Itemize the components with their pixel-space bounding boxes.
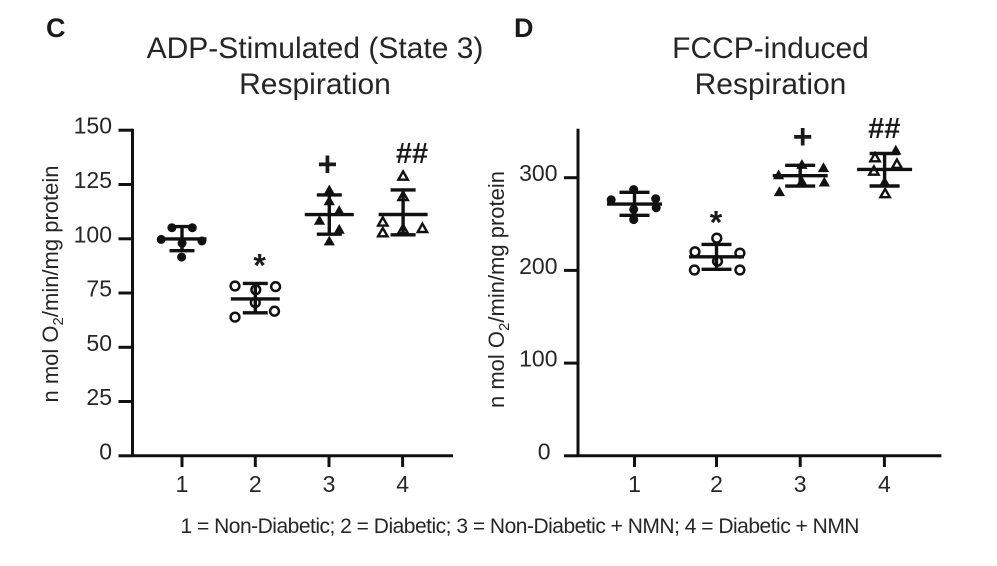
svg-text:4: 4 [396,471,409,497]
svg-text:1: 1 [628,471,641,497]
svg-text:n mol O2/min/mg protein: n mol O2/min/mg protein [38,166,67,403]
svg-text:n mol O2/min/mg protein: n mol O2/min/mg protein [484,171,513,408]
svg-text:0: 0 [538,438,551,464]
svg-text:3: 3 [794,471,807,497]
svg-text:0: 0 [99,438,112,464]
svg-text:300: 300 [519,160,557,186]
svg-text:100: 100 [519,346,557,372]
svg-text:1 = Non-Diabetic; 2 = Diabetic: 1 = Non-Diabetic; 2 = Diabetic; 3 = Non-… [181,515,859,538]
svg-text:D: D [514,13,534,43]
svg-text:25: 25 [86,384,112,410]
svg-text:C: C [46,13,66,43]
svg-text:50: 50 [86,330,112,356]
svg-text:100: 100 [74,221,112,247]
svg-text:2: 2 [710,471,723,497]
svg-text:1: 1 [176,471,189,497]
svg-text:Respiration: Respiration [695,68,847,101]
svg-text:75: 75 [86,276,112,302]
svg-text:FCCP-induced: FCCP-induced [672,32,869,65]
svg-text:##: ## [396,138,428,170]
svg-text:125: 125 [74,167,112,193]
svg-text:4: 4 [878,471,891,497]
svg-text:##: ## [868,113,900,145]
svg-text:200: 200 [519,253,557,279]
svg-text:2: 2 [249,471,262,497]
svg-text:+: + [793,118,813,156]
svg-text:*: * [710,205,723,241]
svg-text:3: 3 [323,471,336,497]
svg-text:*: * [253,248,266,284]
svg-text:150: 150 [74,113,112,139]
svg-text:Respiration: Respiration [239,68,391,101]
svg-text:ADP-Stimulated (State 3): ADP-Stimulated (State 3) [147,32,484,65]
svg-text:+: + [317,146,337,184]
